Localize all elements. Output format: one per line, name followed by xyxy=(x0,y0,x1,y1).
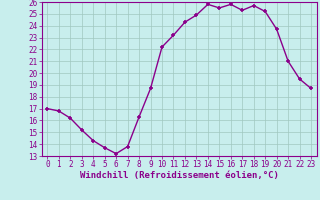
X-axis label: Windchill (Refroidissement éolien,°C): Windchill (Refroidissement éolien,°C) xyxy=(80,171,279,180)
